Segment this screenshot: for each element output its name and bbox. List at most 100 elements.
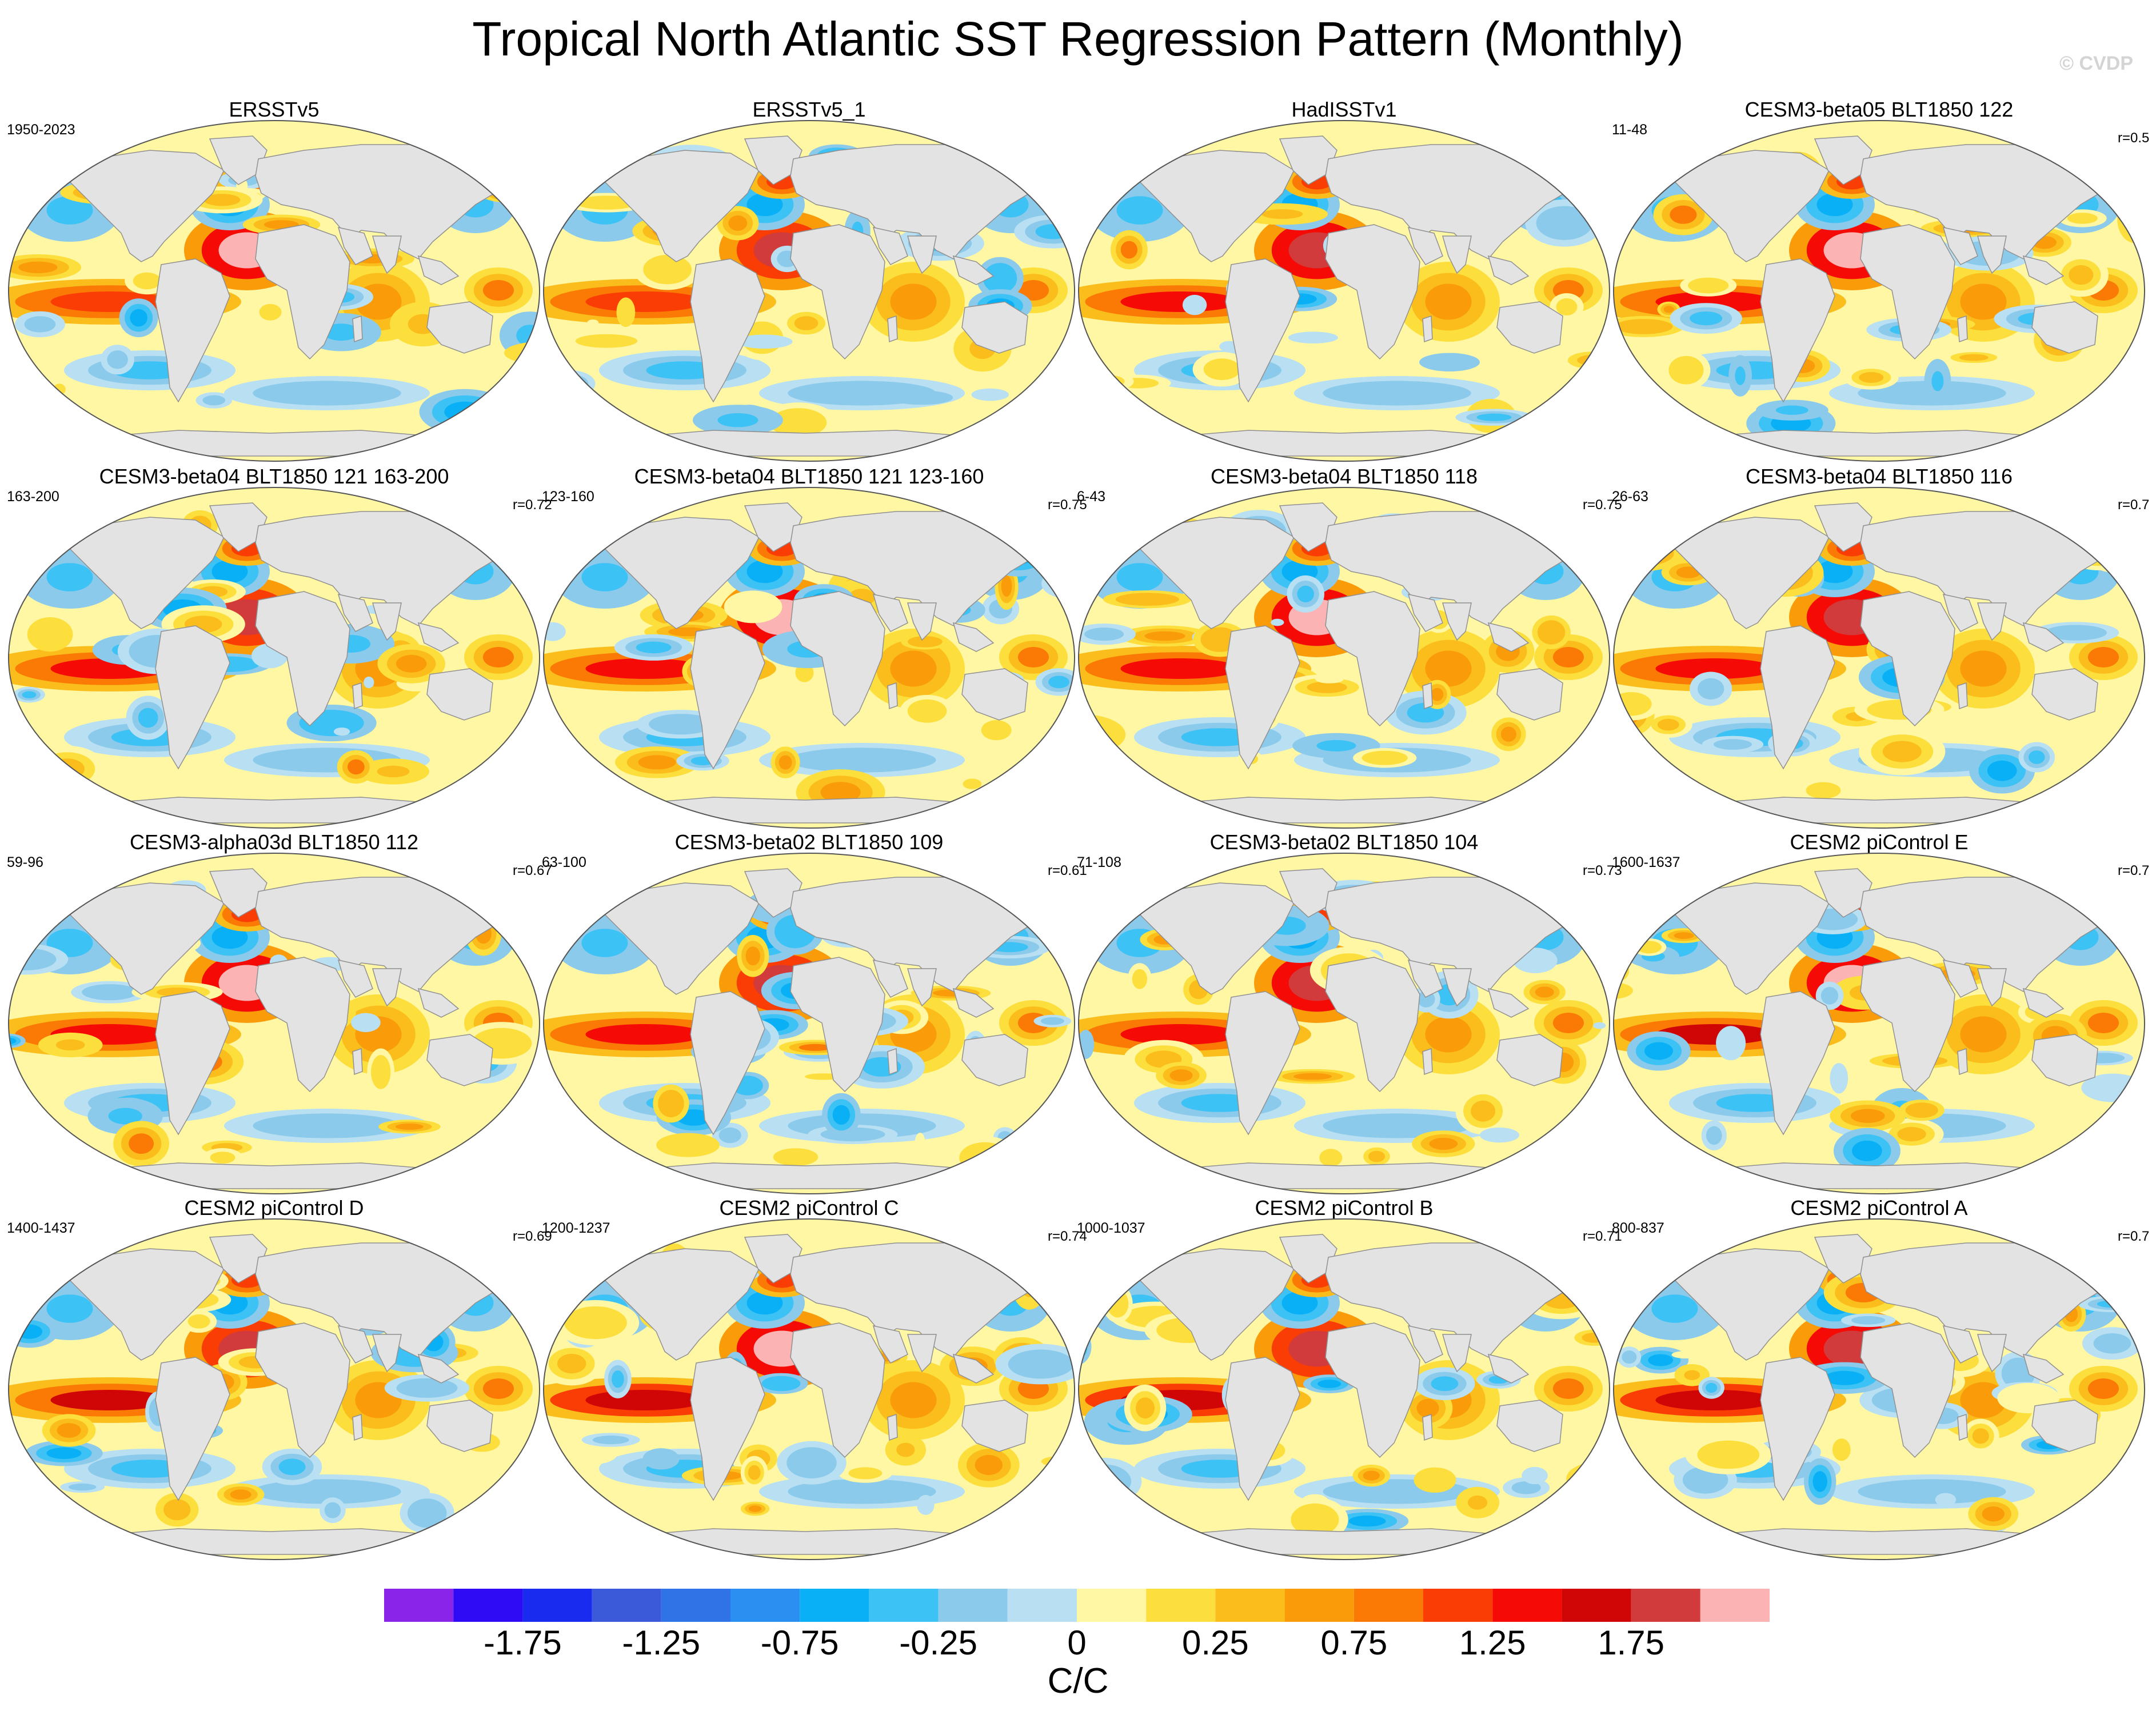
sst-contour-region [748, 1505, 762, 1512]
sst-contour-region [576, 1312, 616, 1333]
map-panel: CESM3-beta05 BLT1850 122 11-48 r=0.5 [1612, 97, 2149, 463]
figure-title: Tropical North Atlantic SST Regression P… [472, 12, 1684, 66]
colorbar-swatch [384, 1589, 454, 1622]
sst-contour-region [1695, 280, 1722, 291]
panel-title: CESM3-beta04 BLT1850 121 163-200 [99, 465, 449, 488]
land-madagascar [1422, 682, 1433, 710]
sst-contour-region [585, 658, 704, 679]
sst-contour-region [187, 1314, 210, 1329]
panel-title: CESM3-beta05 BLT1850 122 [1744, 98, 2014, 121]
land-arabia [1407, 959, 1443, 998]
sst-contour-region [1425, 283, 1472, 320]
sst-regression-map [1078, 487, 1610, 829]
sst-contour-region [1208, 631, 1232, 647]
sst-contour-region [68, 1483, 97, 1491]
panel-year-range: 59-96 [7, 854, 43, 870]
sst-contour-region [914, 638, 936, 646]
sst-contour-region [1429, 1138, 1458, 1150]
land-sa [690, 625, 765, 770]
sst-contour-region [259, 303, 282, 321]
sst-contour-region [2121, 563, 2145, 571]
sst-contour-region [668, 1137, 708, 1153]
sst-contour-region [495, 191, 518, 198]
map-panel: CESM2 piControl B 1000-1037 r=0.71 [1077, 1196, 1622, 1561]
sst-contour-region [16, 1324, 43, 1339]
sst-contour-region [612, 1370, 624, 1388]
sst-contour-region [1187, 298, 1203, 311]
sst-contour-region [2111, 771, 2131, 793]
land-africa [790, 591, 885, 727]
map-panel: CESM2 piControl C 1200-1237 r=0.74 [542, 1196, 1087, 1561]
sst-contour-region [483, 280, 514, 301]
map-panel: CESM3-beta04 BLT1850 121 123-160 123-160 r… [542, 464, 1087, 830]
sst-contour-region [1048, 675, 1069, 689]
sst-contour-region [1547, 212, 1582, 234]
sst-contour-region [348, 759, 365, 775]
sst-contour-region [130, 309, 147, 327]
sst-contour-region [544, 378, 559, 389]
land-india [1442, 968, 1472, 1007]
sst-contour-region [1120, 1024, 1239, 1045]
land-india [1442, 1334, 1472, 1373]
sst-contour-region [816, 1484, 908, 1500]
sst-contour-region [1035, 224, 1071, 239]
colorbar-tick-label: -0.75 [760, 1624, 839, 1662]
colorbar-swatch [1215, 1589, 1285, 1622]
land-arabia [337, 593, 373, 632]
sst-contour-region [1641, 943, 1657, 952]
sst-contour-region [210, 1152, 235, 1164]
sst-contour-region [1859, 372, 1884, 383]
sst-regression-map [1613, 853, 2145, 1194]
land-australia [1496, 668, 1563, 721]
sst-contour-region [1535, 986, 1554, 998]
land-australia [426, 1034, 493, 1086]
sst-contour-region [1425, 650, 1472, 687]
sst-contour-region [2088, 1013, 2119, 1033]
sst-contour-region [1363, 1470, 1380, 1481]
sst-contour-region [1960, 283, 2007, 320]
sst-contour-region [1812, 1471, 1827, 1492]
sst-contour-region [396, 655, 427, 673]
sst-contour-region [524, 347, 540, 358]
land-na [69, 517, 225, 629]
sst-contour-region [1909, 1154, 1937, 1164]
sst-contour-region [108, 1108, 142, 1125]
panel-title: CESM3-beta02 BLT1850 104 [1209, 830, 1479, 854]
panel-pattern-correlation: r=0.73 [1583, 863, 1622, 878]
sst-contour-region [278, 1458, 306, 1476]
map-panel: CESM3-alpha03d BLT1850 112 59-96 r=0.67 [7, 830, 552, 1196]
land-africa [1860, 957, 1955, 1093]
sst-contour-region [500, 778, 520, 785]
sst-contour-region [816, 385, 908, 401]
sst-contour-region [323, 323, 360, 341]
sst-contour-region [580, 1446, 609, 1460]
sst-contour-region [1348, 1516, 1386, 1527]
sst-contour-region [917, 1494, 935, 1515]
sst-contour-region [163, 1499, 191, 1521]
sst-contour-region [1562, 1257, 1610, 1305]
sst-contour-region [2106, 765, 2137, 799]
sst-contour-region [1080, 1035, 1091, 1054]
sst-contour-region [1614, 982, 1633, 1000]
sst-contour-region [587, 337, 626, 346]
sst-contour-region [1886, 1484, 1978, 1500]
sst-contour-region [2107, 404, 2145, 415]
sst-contour-region [9, 1241, 51, 1264]
colorbar-units-label: C/C [1047, 1661, 1109, 1701]
sst-contour-region [1706, 1126, 1722, 1145]
land-na [604, 882, 760, 995]
sst-contour-region [1030, 150, 1075, 185]
sst-contour-region [890, 283, 937, 320]
sst-contour-region [1476, 413, 1512, 421]
land-na [1674, 882, 1830, 995]
sst-contour-region [745, 946, 760, 966]
sst-contour-region [734, 597, 772, 617]
land-na [1139, 882, 1295, 995]
sst-contour-region [1554, 537, 1590, 546]
sst-contour-region [1079, 902, 1129, 935]
sst-contour-region [1806, 782, 1841, 799]
sst-contour-region [1370, 753, 1399, 762]
sst-contour-region [74, 881, 92, 894]
sst-contour-region [1626, 322, 1662, 331]
sst-contour-region [587, 319, 599, 326]
